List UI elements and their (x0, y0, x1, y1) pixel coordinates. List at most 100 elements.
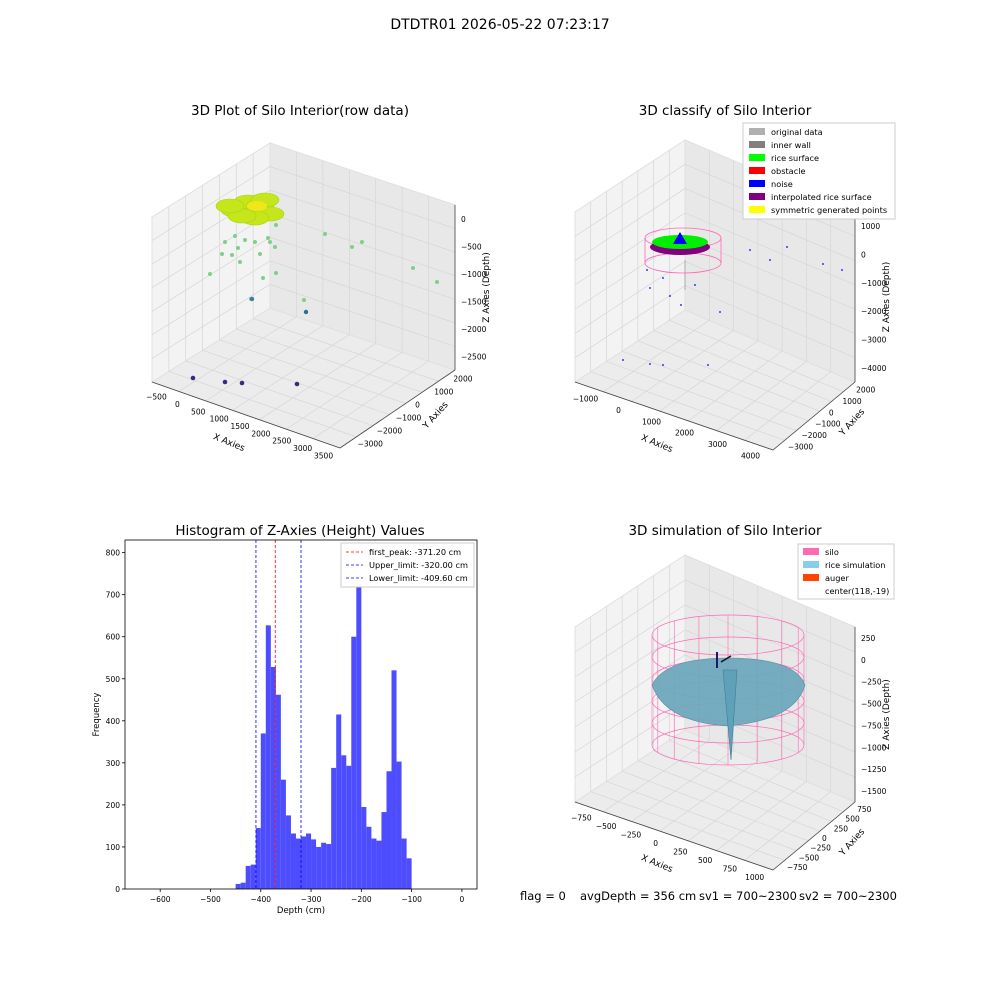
p2-x-axis-line (574, 381, 774, 451)
p1-scatter-point-mid (303, 309, 309, 315)
p1-scatter-point (220, 252, 224, 256)
p1-scatter-point (208, 272, 212, 276)
panel4-3d-simulation: −750−500−25002505007501000−750−500−25002… (571, 543, 895, 880)
p1-x-axis-label: X Axies (211, 432, 246, 454)
p3-hist-bar (260, 733, 266, 889)
p2-grid-line (744, 371, 831, 441)
p1-z-tick-label: −2500 (461, 352, 487, 361)
p3-x-tick-label: −300 (301, 895, 322, 904)
p2-x-axis-label: X Axies (639, 433, 674, 455)
p2-legend-swatch (749, 206, 765, 213)
p4-rice-funnel (722, 669, 738, 761)
p3-legend-label: first_peak: -371.20 cm (369, 547, 461, 557)
p1-y-tick-label: 0 (415, 401, 420, 410)
p4-y-tick-label: 250 (834, 824, 849, 833)
p4-y-tick-label: −250 (810, 844, 831, 853)
p1-y-axis-label: Y Axies (421, 400, 451, 432)
p4-auger-arm (720, 655, 732, 663)
p2-y-axis-line (772, 381, 856, 451)
p2-legend-label: obstacle (771, 166, 806, 176)
p1-x-tick-label: 0 (175, 400, 180, 409)
p1-x-tick-label: 3500 (314, 451, 333, 460)
p1-scatter-point (360, 240, 364, 244)
p3-hist-bar (401, 838, 407, 889)
panel3-histogram: −600 −500 −400 −300 −200 −100 0 0 100 200 300 400 50… (92, 539, 478, 916)
p2-grid-line (653, 330, 832, 402)
p1-y-axis-line (339, 369, 456, 449)
p2-noise-point (669, 295, 671, 297)
p4-z-tick-label: 250 (861, 634, 876, 643)
p4-z-tick-label: −750 (861, 721, 882, 730)
p4-x-tick-label: 0 (653, 839, 658, 848)
p2-noise-point (769, 259, 771, 261)
p1-y-tick-label: −2000 (377, 427, 403, 436)
p3-hist-bar (250, 864, 256, 889)
p1-scatter-point (238, 260, 242, 264)
p1-scatter-point (274, 271, 278, 275)
p1-scatter-point (243, 238, 247, 242)
p2-legend-label: symmetric generated points (771, 205, 887, 215)
p1-scatter-point (302, 298, 306, 302)
p4-z-tick-label: −1250 (861, 765, 887, 774)
p4-legend-label: silo (825, 547, 839, 557)
status-sv1: sv1 = 700~2300 (699, 889, 797, 903)
p1-scatter-point-deep (222, 379, 228, 385)
p3-hist-bar (371, 838, 377, 889)
p1-scatter-point-deep (239, 380, 245, 386)
p3-hist-bar (311, 839, 317, 889)
p1-grid-line (151, 166, 456, 241)
p2-grid-line (637, 340, 820, 412)
p1-scatter-point (273, 245, 277, 249)
p3-hist-bar (301, 836, 307, 889)
p1-grid-line (253, 318, 439, 382)
p1-scatter-point (236, 246, 240, 250)
p2-y-tick-label: 0 (829, 408, 834, 417)
p2-y-tick-label: −1000 (815, 420, 841, 429)
p3-hist-bar (316, 846, 322, 889)
p2-x-tick-label: −1000 (573, 395, 599, 404)
p1-x-tick-label: 2500 (272, 437, 291, 446)
p2-noise-point (680, 304, 682, 306)
p1-scatter-point (253, 240, 257, 244)
p2-grid-line (716, 361, 807, 431)
p3-x-axis-label: Depth (cm) (277, 906, 325, 916)
p2-noise-point (841, 269, 843, 271)
p4-x-tick-label: −750 (571, 813, 592, 822)
p3-hist-bar (406, 858, 412, 889)
p4-x-axis-line (574, 801, 774, 871)
p3-hist-bar (275, 694, 281, 889)
p1-y-tick-label: 1000 (434, 388, 453, 397)
p3-hist-bar (331, 767, 337, 889)
p3-hist-bar (351, 636, 357, 889)
p3-hist-bar (336, 714, 342, 889)
p4-x-tick-label: −500 (596, 822, 617, 831)
p2-x-tick-label: 4000 (741, 451, 760, 460)
p2-grid-line (574, 188, 856, 261)
p1-scatter-point (266, 236, 270, 240)
p2-x-tick-label: 0 (616, 406, 621, 415)
p3-hist-bar (346, 765, 352, 889)
p1-grid-line (151, 236, 456, 312)
p4-legend-swatch (803, 561, 819, 568)
p2-grid-line (622, 350, 809, 422)
p2-y-tick-label: −3000 (788, 442, 814, 451)
p4-z-tick-label: −1500 (861, 787, 887, 796)
p3-x-tick-label: −200 (351, 895, 372, 904)
p1-grid-line (219, 339, 406, 404)
panel3-title: Histogram of Z-Axies (Height) Values (175, 523, 425, 539)
p4-grid-line (653, 750, 832, 822)
p1-grid-line (232, 334, 350, 411)
p2-grid-line (590, 371, 785, 441)
p4-grid-line (687, 770, 783, 842)
p2-legend-box (742, 122, 896, 220)
p3-y-tick-label: 300 (106, 759, 121, 768)
p3-hist-bar (306, 833, 312, 889)
p2-legend-swatch (749, 193, 765, 200)
p2-y-tick-label: 1000 (843, 397, 862, 406)
p4-grid-line (659, 760, 759, 832)
panel2-3d-classify: −1000 0 1000 2000 3000 4000 −3000 −2000 −1000 0 10… (573, 122, 896, 460)
p3-y-tick-label: 500 (106, 675, 121, 684)
p3-hist-bar (326, 844, 332, 889)
p4-x-tick-label: −250 (621, 830, 642, 839)
